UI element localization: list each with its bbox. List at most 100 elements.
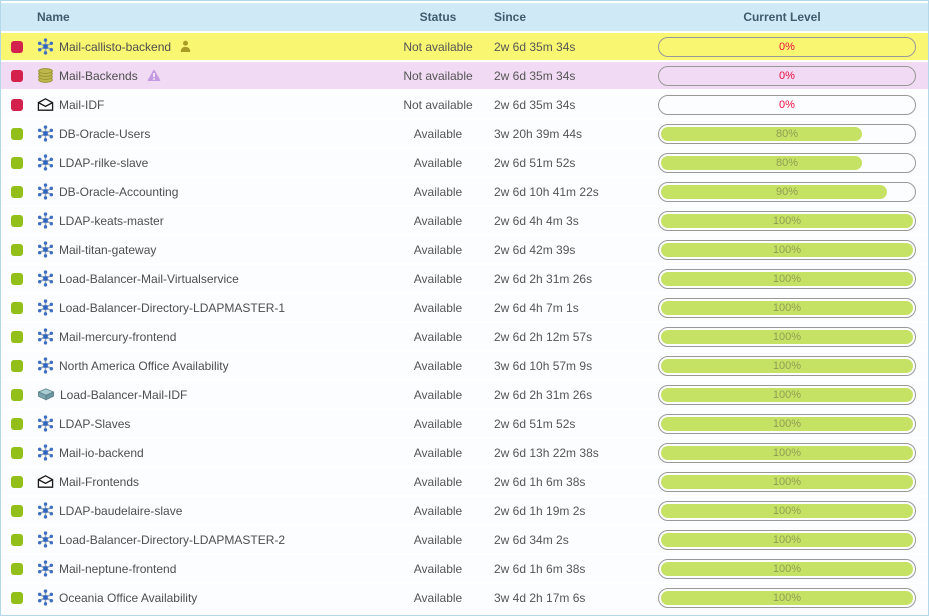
current-level-cell: 90% [648,181,916,202]
status-indicator [11,214,23,227]
table-row[interactable]: North America Office Availability Availa… [1,352,928,381]
service-icon [37,212,54,229]
level-fill [661,474,913,489]
status-indicator [11,98,23,111]
table-row[interactable]: Mail-neptune-frontend Available 2w 6d 1h… [1,555,928,584]
service-name[interactable]: Mail-neptune-frontend [59,561,177,576]
name-cell: Mail-io-backend [37,444,388,461]
service-name[interactable]: Mail-Frontends [59,474,140,489]
service-name[interactable]: LDAP-Slaves [59,416,131,431]
table-row[interactable]: LDAP-Slaves Available 2w 6d 51m 52s 100% [1,410,928,439]
column-header-since[interactable]: Since [494,10,527,24]
status-text: Available [413,126,463,141]
level-fill [661,590,913,605]
level-fill [661,242,913,257]
since-text: 2w 6d 10h 41m 22s [494,184,599,199]
table-row[interactable]: Load-Balancer-Directory-LDAPMASTER-1 Ava… [1,294,928,323]
service-name[interactable]: Oceania Office Availability [59,590,198,605]
service-name[interactable]: Load-Balancer-Directory-LDAPMASTER-1 [59,300,286,315]
service-name[interactable]: Load-Balancer-Mail-Virtualservice [59,271,239,286]
column-header-name[interactable]: Name [37,10,70,24]
table-row[interactable]: Mail-IDF Not available 2w 6d 35m 34s 0% [1,91,928,120]
current-level-cell: 100% [648,442,916,463]
status-indicator [11,272,23,285]
since-text: 3w 20h 39m 44s [494,126,583,141]
table-row[interactable]: DB-Oracle-Users Available 3w 20h 39m 44s… [1,120,928,149]
service-name[interactable]: Mail-callisto-backend [59,39,172,54]
table-row[interactable]: LDAP-rilke-slave Available 2w 6d 51m 52s… [1,149,928,178]
service-name[interactable]: Mail-Backends [59,68,138,83]
table-row[interactable]: Load-Balancer-Directory-LDAPMASTER-2 Ava… [1,526,928,555]
since-text: 3w 6d 10h 57m 9s [494,358,593,373]
service-icon [37,444,54,461]
level-percent: 100% [772,533,802,546]
name-cell: Load-Balancer-Mail-Virtualservice [37,270,388,287]
since-text: 2w 6d 34m 2s [494,532,569,547]
service-name[interactable]: LDAP-keats-master [59,213,164,228]
status-indicator [11,330,23,343]
level-fill [661,561,913,576]
service-name[interactable]: Mail-IDF [59,97,105,112]
service-name[interactable]: Mail-titan-gateway [59,242,157,257]
current-level-bar: 100% [658,239,916,260]
current-level-bar: 100% [658,297,916,318]
since-text: 2w 6d 35m 34s [494,97,576,112]
table-row[interactable]: DB-Oracle-Accounting Available 2w 6d 10h… [1,178,928,207]
since-text: 2w 6d 2h 31m 26s [494,271,593,286]
service-name[interactable]: Mail-mercury-frontend [59,329,177,344]
table-row[interactable]: LDAP-keats-master Available 2w 6d 4h 4m … [1,207,928,236]
current-level-cell: 100% [648,355,916,376]
service-name[interactable]: DB-Oracle-Users [59,126,151,141]
database-icon [37,67,54,84]
name-cell: North America Office Availability [37,357,388,374]
since-text: 2w 6d 42m 39s [494,242,576,257]
status-indicator [11,446,23,459]
table-row[interactable]: Mail-Frontends Available 2w 6d 1h 6m 38s… [1,468,928,497]
status-indicator [11,388,23,401]
level-fill [661,532,913,547]
table-row[interactable]: Mail-titan-gateway Available 2w 6d 42m 3… [1,236,928,265]
current-level-bar: 100% [658,384,916,405]
level-fill [661,126,862,141]
service-name[interactable]: DB-Oracle-Accounting [59,184,179,199]
table-row[interactable]: Load-Balancer-Mail-Virtualservice Availa… [1,265,928,294]
service-name[interactable]: Mail-io-backend [59,445,144,460]
service-icon [37,270,54,287]
table-row[interactable]: Mail-mercury-frontend Available 2w 6d 2h… [1,323,928,352]
status-indicator [11,417,23,430]
name-cell: Mail-mercury-frontend [37,328,388,345]
status-text: Available [413,329,463,344]
status-text: Available [413,213,463,228]
column-header-current-level[interactable]: Current Level [743,10,821,24]
status-text: Available [413,271,463,286]
service-name[interactable]: LDAP-baudelaire-slave [59,503,183,518]
table-row[interactable]: Mail-io-backend Available 2w 6d 13h 22m … [1,439,928,468]
table-row[interactable]: Mail-callisto-backend Not available 2w 6… [1,33,928,62]
status-text: Available [413,416,463,431]
current-level-cell: 100% [648,297,916,318]
status-indicator [11,533,23,546]
service-name[interactable]: Load-Balancer-Mail-IDF [60,387,188,402]
current-level-bar: 100% [658,500,916,521]
name-cell: Mail-Backends [37,67,388,84]
name-cell: Mail-IDF [37,97,388,112]
current-level-bar: 90% [658,181,916,202]
current-level-bar: 100% [658,413,916,434]
table-row[interactable]: Load-Balancer-Mail-IDF Available 2w 6d 2… [1,381,928,410]
level-percent: 80% [775,127,799,140]
table-row[interactable]: Mail-Backends Not available 2w 6d 35m 34… [1,62,928,91]
service-name[interactable]: North America Office Availability [59,358,229,373]
level-fill [661,445,913,460]
service-name[interactable]: Load-Balancer-Directory-LDAPMASTER-2 [59,532,286,547]
current-level-cell: 100% [648,239,916,260]
since-text: 2w 6d 35m 34s [494,68,576,83]
service-icon [37,589,54,606]
service-name[interactable]: LDAP-rilke-slave [59,155,149,170]
status-indicator [11,562,23,575]
table-row[interactable]: Oceania Office Availability Available 3w… [1,584,928,613]
current-level-cell: 100% [648,558,916,579]
column-header-status[interactable]: Status [419,10,457,24]
name-cell: Mail-titan-gateway [37,241,388,258]
warning-icon [147,69,161,82]
table-row[interactable]: LDAP-baudelaire-slave Available 2w 6d 1h… [1,497,928,526]
